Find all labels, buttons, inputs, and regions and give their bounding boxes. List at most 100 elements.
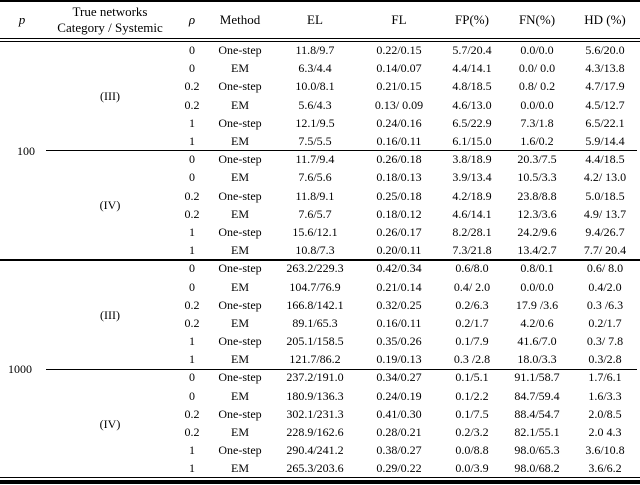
cell-hd: 4.2/ 13.0: [583, 170, 627, 185]
cell-el: 265.3/203.6: [286, 461, 344, 476]
table-row: 1 One-step 15.6/12.1 0.26/0.17 8.2/28.1 …: [0, 223, 640, 241]
cell-el: 237.2/191.0: [286, 370, 344, 385]
cell-fn: 91.1/58.7: [514, 370, 560, 385]
cell-method: One-step: [218, 115, 262, 130]
cell-el: 290.4/241.2: [286, 443, 344, 458]
cell-fp: 0.1/2.2: [455, 388, 489, 403]
header-rho: ρ: [188, 11, 196, 27]
cell-el: 6.3/4.4: [298, 61, 332, 76]
table-row: 0.2 EM 89.1/65.3 0.16/0.11 0.2/1.7 4.2/0…: [0, 314, 640, 332]
cell-fp: 7.3/21.8: [452, 243, 492, 258]
cell-rho: 0.2: [184, 425, 200, 440]
cell-rho: 1: [189, 224, 195, 239]
cell-rho: 1: [189, 134, 195, 149]
table-row: 0 One-step 11.8/9.7 0.22/0.15 5.7/20.4 0…: [0, 42, 640, 60]
cell-el: 7.6/5.7: [298, 206, 332, 221]
cell-rho: 1: [189, 115, 195, 130]
header-el: EL: [307, 11, 323, 27]
cell-fl: 0.26/0.17: [376, 224, 422, 239]
cell-el: 302.1/231.3: [286, 406, 344, 421]
cell-hd: 6.5/22.1: [585, 115, 625, 130]
cell-hd: 0.3/ 7.8: [586, 334, 624, 349]
cell-fp: 0.2/3.2: [455, 425, 489, 440]
header-method: Method: [219, 11, 261, 27]
cell-fp: 5.7/20.4: [452, 43, 492, 58]
cell-fp: 0.0/3.9: [455, 461, 489, 476]
cell-fl: 0.34/0.27: [376, 370, 422, 385]
cell-fn: 0.0/0.0: [520, 43, 554, 58]
category-label-p1000-iv: (IV): [99, 416, 121, 431]
cell-fp: 0.1/5.1: [455, 370, 489, 385]
cell-rho: 1: [189, 443, 195, 458]
cell-fl: 0.26/0.18: [376, 152, 422, 167]
table-row: 0.2 EM 7.6/5.7 0.18/0.12 4.6/14.1 12.3/3…: [0, 205, 640, 223]
cell-fn: 7.3/1.8: [520, 115, 554, 130]
header-hd: HD (%): [584, 11, 626, 27]
cell-fl: 0.24/0.16: [376, 115, 422, 130]
cell-fn: 12.3/3.6: [517, 206, 557, 221]
cell-hd: 0.3 /6.3: [586, 297, 624, 312]
rule-bottom-thin: [0, 477, 640, 479]
cell-fp: 0.0/8.8: [455, 443, 489, 458]
cell-fl: 0.13/ 0.09: [374, 97, 424, 112]
cell-rho: 0.2: [184, 188, 200, 203]
cell-fp: 8.2/28.1: [452, 224, 492, 239]
cell-fn: 88.4/54.7: [514, 406, 560, 421]
cell-fp: 6.5/22.9: [452, 115, 492, 130]
cell-method: EM: [231, 243, 249, 258]
cell-rho: 0: [189, 388, 195, 403]
header-p: p: [18, 11, 26, 27]
cell-el: 10.0/8.1: [295, 79, 335, 94]
cell-hd: 7.7/ 20.4: [583, 243, 627, 258]
table-row: 1 One-step 290.4/241.2 0.38/0.27 0.0/8.8…: [0, 442, 640, 460]
header-true-networks: True networks Category / Systemic: [44, 4, 176, 35]
cell-rho: 1: [189, 461, 195, 476]
cell-rho: 1: [189, 243, 195, 258]
rule-bottom-thick: [0, 480, 640, 484]
header-fp: FP(%): [455, 11, 489, 27]
cell-el: 228.9/162.6: [286, 425, 344, 440]
cell-method: One-step: [218, 406, 262, 421]
cell-fp: 0.2/6.3: [455, 297, 489, 312]
cell-el: 89.1/65.3: [292, 315, 338, 330]
cell-method: EM: [231, 134, 249, 149]
table-row: 0.2 One-step 302.1/231.3 0.41/0.30 0.1/7…: [0, 405, 640, 423]
table-row: 1 EM 7.5/5.5 0.16/0.11 6.1/15.0 1.6/0.2 …: [0, 132, 640, 150]
cell-method: One-step: [218, 79, 262, 94]
table-row: 0 EM 6.3/4.4 0.14/0.07 4.4/14.1 0.0/ 0.0…: [0, 60, 640, 78]
cell-method: One-step: [218, 370, 262, 385]
cell-fn: 20.3/7.5: [517, 152, 557, 167]
table-row: 1 EM 10.8/7.3 0.20/0.11 7.3/21.8 13.4/2.…: [0, 242, 640, 260]
table-row: 1 One-step 12.1/9.5 0.24/0.16 6.5/22.9 7…: [0, 114, 640, 132]
cell-fp: 0.4/ 2.0: [453, 279, 491, 294]
cell-el: 121.7/86.2: [289, 352, 341, 367]
cell-fn: 98.0/68.2: [514, 461, 560, 476]
cell-fn: 98.0/65.3: [514, 443, 560, 458]
cell-fn: 0.0/0.0: [520, 97, 554, 112]
p-group-label-1000: 1000: [8, 362, 32, 377]
table-row: 0.2 One-step 166.8/142.1 0.32/0.25 0.2/6…: [0, 296, 640, 314]
cell-fl: 0.21/0.14: [376, 279, 422, 294]
cell-method: EM: [231, 279, 249, 294]
table-row: 0.2 EM 5.6/4.3 0.13/ 0.09 4.6/13.0 0.0/0…: [0, 96, 640, 114]
cell-el: 15.6/12.1: [292, 224, 338, 239]
cell-el: 12.1/9.5: [295, 115, 335, 130]
table-row: 0 One-step 11.7/9.4 0.26/0.18 3.8/18.9 2…: [0, 151, 640, 169]
table-row: 1 One-step 205.1/158.5 0.35/0.26 0.1/7.9…: [0, 333, 640, 351]
cell-method: EM: [231, 170, 249, 185]
cell-fl: 0.32/0.25: [376, 297, 422, 312]
cell-fn: 13.4/2.7: [517, 243, 557, 258]
table-row: 0 EM 104.7/76.9 0.21/0.14 0.4/ 2.0 0.0/0…: [0, 278, 640, 296]
cell-fp: 0.3 /2.8: [453, 352, 491, 367]
cell-fl: 0.24/0.19: [376, 388, 422, 403]
header-fl: FL: [391, 11, 407, 27]
cell-fl: 0.18/0.12: [376, 206, 422, 221]
cell-rho: 0: [189, 279, 195, 294]
cell-rho: 0.2: [184, 206, 200, 221]
cell-hd: 4.5/12.7: [585, 97, 625, 112]
cell-el: 180.9/136.3: [286, 388, 344, 403]
cell-rho: 0: [189, 61, 195, 76]
category-label-p1000-iii: (III): [100, 307, 120, 322]
cell-method: One-step: [218, 43, 262, 58]
cell-method: One-step: [218, 297, 262, 312]
